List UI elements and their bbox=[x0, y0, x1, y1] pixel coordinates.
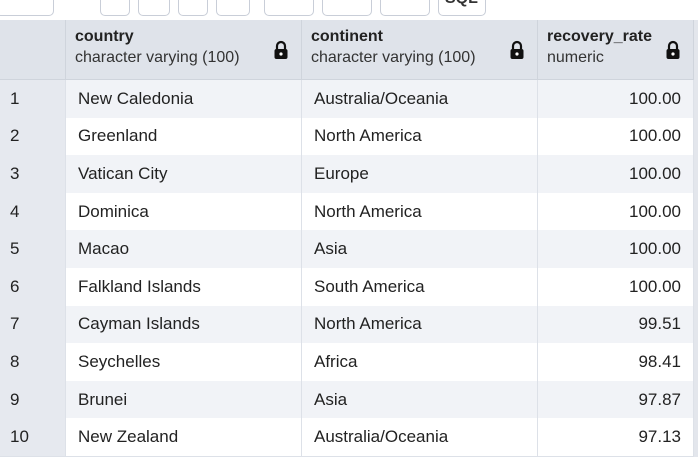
cell: 100.00 bbox=[538, 230, 694, 269]
cell: New Caledonia bbox=[66, 80, 302, 119]
cell: Asia bbox=[302, 230, 538, 269]
lock-icon bbox=[665, 40, 681, 65]
cell: Vatican City bbox=[66, 155, 302, 194]
cell: Dominica bbox=[66, 192, 302, 232]
row-number: 6 bbox=[0, 268, 66, 307]
toolbar-button[interactable] bbox=[216, 0, 250, 16]
cell: 100.00 bbox=[538, 117, 694, 157]
sql-button-label: SQL bbox=[445, 0, 478, 8]
column-type: character varying (100) bbox=[75, 49, 240, 66]
scrollbar-gutter bbox=[694, 20, 698, 457]
row-number: 7 bbox=[0, 305, 66, 345]
column-name: recovery_rate bbox=[547, 28, 652, 45]
cell: 99.51 bbox=[538, 305, 694, 345]
row-number: 5 bbox=[0, 230, 66, 269]
row-number: 9 bbox=[0, 380, 66, 420]
cell: New Zealand bbox=[66, 418, 302, 457]
column-header[interactable]: country character varying (100) bbox=[66, 20, 302, 80]
sql-button[interactable] bbox=[438, 0, 486, 16]
cell: Australia/Oceania bbox=[302, 80, 538, 119]
cell: Asia bbox=[302, 380, 538, 420]
lock-icon bbox=[509, 40, 525, 65]
cell: 100.00 bbox=[538, 155, 694, 194]
cell: Macao bbox=[66, 230, 302, 269]
cell: 100.00 bbox=[538, 268, 694, 307]
cell: North America bbox=[302, 192, 538, 232]
cell: Australia/Oceania bbox=[302, 418, 538, 457]
cell: South America bbox=[302, 268, 538, 307]
cell: North America bbox=[302, 117, 538, 157]
row-number: 1 bbox=[0, 80, 66, 119]
column-name: continent bbox=[311, 28, 383, 45]
row-number: 8 bbox=[0, 343, 66, 382]
cell: North America bbox=[302, 305, 538, 345]
toolbar-button[interactable] bbox=[138, 0, 170, 16]
cell: 97.87 bbox=[538, 380, 694, 420]
cell: 100.00 bbox=[538, 80, 694, 119]
cell: 97.13 bbox=[538, 418, 694, 457]
cell: 100.00 bbox=[538, 192, 694, 232]
toolbar-button[interactable] bbox=[322, 0, 372, 16]
cell: Seychelles bbox=[66, 343, 302, 382]
toolbar-button[interactable] bbox=[0, 0, 54, 16]
row-number: 3 bbox=[0, 155, 66, 194]
cell: Cayman Islands bbox=[66, 305, 302, 345]
column-header[interactable]: continent character varying (100) bbox=[302, 20, 538, 80]
row-number: 2 bbox=[0, 117, 66, 157]
toolbar-button[interactable] bbox=[100, 0, 130, 16]
cell: Brunei bbox=[66, 380, 302, 420]
cell: Greenland bbox=[66, 117, 302, 157]
cell: 98.41 bbox=[538, 343, 694, 382]
row-number-header bbox=[0, 20, 66, 80]
row-number: 10 bbox=[0, 418, 66, 457]
column-type: character varying (100) bbox=[311, 49, 476, 66]
column-type: numeric bbox=[547, 49, 604, 66]
toolbar-button[interactable] bbox=[178, 0, 208, 16]
row-number: 4 bbox=[0, 192, 66, 232]
lock-icon bbox=[273, 40, 289, 65]
cell: Falkland Islands bbox=[66, 268, 302, 307]
cell: Europe bbox=[302, 155, 538, 194]
column-name: country bbox=[75, 28, 134, 45]
toolbar-button[interactable] bbox=[380, 0, 430, 16]
cell: Africa bbox=[302, 343, 538, 382]
toolbar-button[interactable] bbox=[264, 0, 314, 16]
